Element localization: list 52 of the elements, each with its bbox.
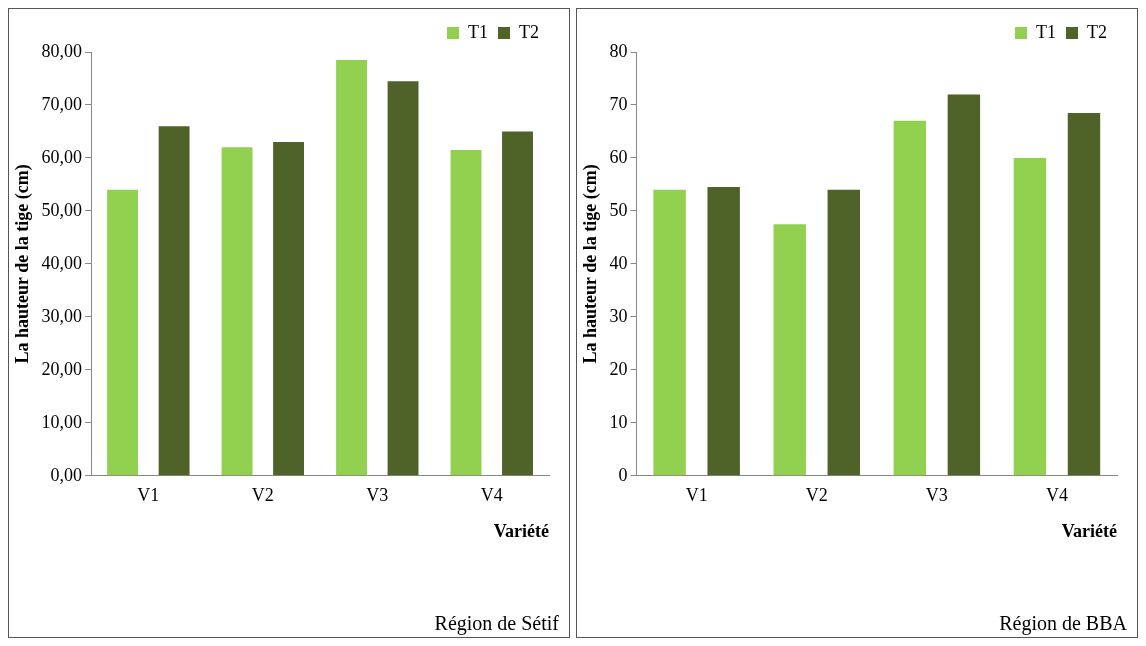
x-tick-label: V2 [805, 485, 828, 506]
legend-label: T1 [1036, 21, 1057, 42]
bar [450, 150, 482, 476]
text: Région de BBA [999, 612, 1128, 636]
bar [273, 142, 305, 476]
y-tick-label: 60,00 [41, 146, 83, 167]
y-tick-label: 80 [609, 40, 628, 61]
bar [387, 81, 419, 476]
y-tick-label: 70,00 [41, 93, 83, 114]
y-tick-label: 50 [609, 199, 628, 220]
y-tick-label: 20,00 [41, 358, 83, 379]
x-axis-title: Variété [493, 520, 550, 541]
y-axis-title: La hauteur de la tige (cm) [12, 164, 34, 364]
legend-label: T2 [1087, 21, 1107, 42]
bar [827, 189, 860, 476]
bar [158, 126, 190, 476]
y-axis-title: La hauteur de la tige (cm) [580, 164, 602, 364]
bar [336, 59, 367, 476]
y-tick-label: 50,00 [41, 199, 83, 220]
bar [947, 94, 981, 476]
y-tick-label: 0 [618, 464, 628, 485]
bar [653, 189, 686, 476]
bar [1013, 157, 1047, 476]
bar [502, 131, 533, 476]
y-tick-label: 0,00 [50, 464, 83, 485]
y-tick-label: 40 [609, 252, 628, 273]
y-tick-label: 70 [609, 93, 628, 114]
x-tick-label: V2 [251, 485, 274, 506]
x-tick-label: V3 [925, 485, 948, 506]
legend-label: T2 [519, 21, 539, 42]
x-tick-label: V4 [1045, 485, 1068, 506]
bar [221, 147, 253, 476]
y-tick-label: 30 [609, 305, 628, 326]
y-tick-label: 30,00 [41, 305, 83, 326]
x-tick-label: V4 [480, 485, 503, 506]
legend-label: T1 [468, 21, 489, 42]
bar [707, 187, 740, 476]
y-tick-label: 10 [609, 411, 628, 432]
x-tick-label: V3 [366, 485, 389, 506]
bar [773, 224, 806, 476]
bar [1067, 112, 1101, 476]
y-tick-label: 40,00 [41, 252, 83, 273]
y-tick-label: 80,00 [41, 40, 83, 61]
y-tick-label: 60 [609, 146, 628, 167]
bar [893, 120, 927, 476]
x-axis-title: Variété [1061, 520, 1118, 541]
x-tick-label: V1 [137, 485, 160, 506]
y-tick-label: 10,00 [41, 411, 83, 432]
bar [107, 189, 139, 476]
y-tick-label: 20 [609, 358, 628, 379]
text: Région de Sétif [434, 612, 560, 636]
x-tick-label: V1 [685, 485, 708, 506]
